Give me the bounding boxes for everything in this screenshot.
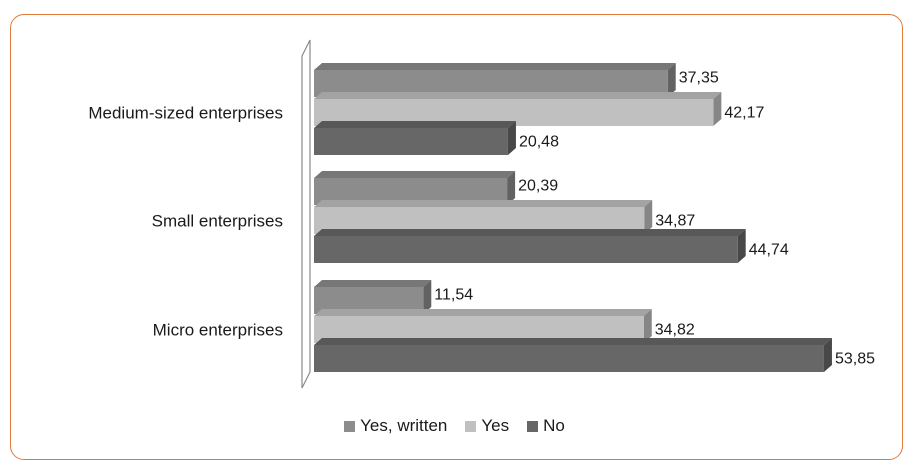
bar-top-1-0 <box>314 171 516 178</box>
value-label-1-1: 34,87 <box>655 213 695 230</box>
value-label-2-2: 53,85 <box>835 351 875 368</box>
legend-item-no: No <box>527 416 565 436</box>
axis-wall <box>301 39 311 389</box>
bar-0-2 <box>314 128 508 155</box>
legend-item-yes-written: Yes, written <box>344 416 447 436</box>
legend-swatch-yes <box>465 420 477 432</box>
bar-side-2-0 <box>423 280 432 314</box>
category-label-1: Small enterprises <box>152 212 283 231</box>
bar-side-1-2 <box>737 229 746 263</box>
bar-side-1-0 <box>507 171 516 205</box>
value-label-0-1: 42,17 <box>724 105 764 122</box>
value-label-1-0: 20,39 <box>518 178 558 195</box>
value-label-0-2: 20,48 <box>519 134 559 151</box>
bar-top-1-2 <box>314 229 746 236</box>
value-label-2-1: 34,82 <box>655 322 695 339</box>
category-label-0: Medium-sized enterprises <box>88 104 283 123</box>
legend-swatch-yes-written <box>344 420 356 432</box>
bar-side-2-2 <box>823 338 832 372</box>
bar-top-2-0 <box>314 280 432 287</box>
value-label-1-2: 44,74 <box>749 242 789 259</box>
bar-2-2 <box>314 345 824 372</box>
value-label-0-0: 37,35 <box>679 70 719 87</box>
bar-top-2-1 <box>314 309 652 316</box>
legend-swatch-no <box>527 420 539 432</box>
legend-item-yes: Yes <box>465 416 509 436</box>
bar-top-0-0 <box>314 63 676 70</box>
bar-top-1-1 <box>314 200 653 207</box>
legend-label-no: No <box>543 416 565 435</box>
bar-side-2-1 <box>643 309 652 343</box>
legend-label-yes-written: Yes, written <box>360 416 448 435</box>
bar-side-1-1 <box>644 200 653 234</box>
bar-side-0-1 <box>713 92 722 126</box>
bar-1-2 <box>314 236 738 263</box>
chart-legend: Yes, written Yes No <box>0 416 909 436</box>
bar-top-0-1 <box>314 92 722 99</box>
category-label-2: Micro enterprises <box>153 321 283 340</box>
bar-side-0-0 <box>667 63 676 97</box>
bar-side-0-2 <box>507 121 516 155</box>
value-label-2-0: 11,54 <box>434 287 473 304</box>
bar-top-2-2 <box>314 338 832 345</box>
bar-top-0-2 <box>314 121 516 128</box>
legend-label-yes: Yes <box>481 416 510 435</box>
